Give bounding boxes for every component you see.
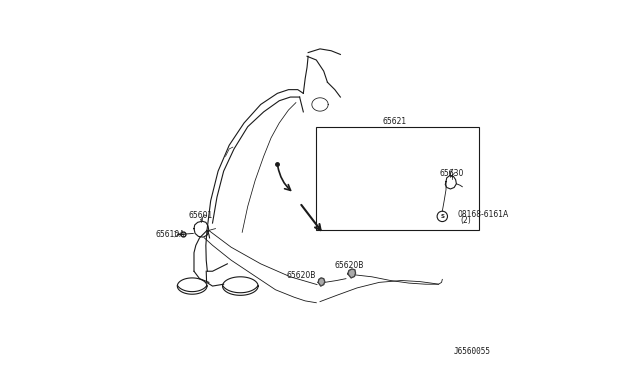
Text: 65610A: 65610A [155,230,185,239]
Text: 65630: 65630 [440,169,464,177]
Text: (2): (2) [460,216,471,225]
Text: S: S [440,214,444,219]
Polygon shape [318,278,325,286]
Polygon shape [348,269,356,278]
Bar [316,127,479,231]
Text: 08168-6161A: 08168-6161A [457,211,508,219]
Text: 65620B: 65620B [287,271,316,280]
Text: J6560055: J6560055 [454,347,490,356]
Text: 65601: 65601 [189,211,212,220]
Text: 65621: 65621 [382,117,406,126]
Text: 65620B: 65620B [335,261,364,270]
